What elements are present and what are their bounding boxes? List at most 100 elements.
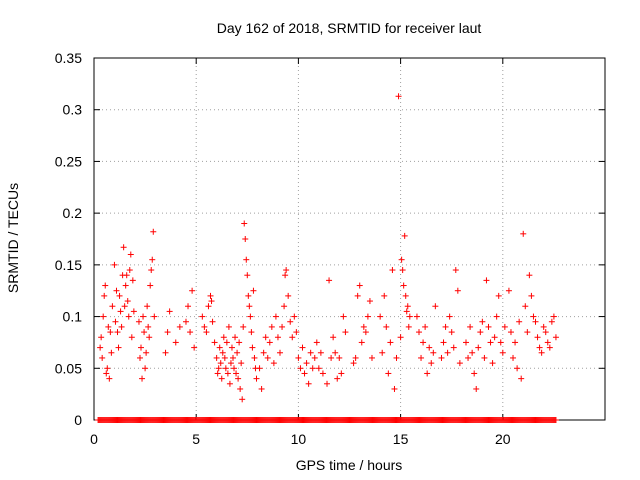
data-point (328, 354, 335, 361)
data-point (279, 323, 286, 330)
data-point (117, 308, 124, 315)
x-axis-label: GPS time / hours (296, 457, 403, 473)
data-point (440, 339, 447, 346)
data-point (507, 329, 514, 336)
grid-layer (94, 58, 605, 420)
data-point (405, 323, 412, 330)
data-point (114, 329, 121, 336)
data-point (381, 292, 388, 299)
data-point (123, 272, 130, 279)
data-point (242, 236, 249, 242)
y-tick-label: 0.15 (55, 257, 82, 273)
data-point (233, 370, 240, 377)
data-point (149, 256, 156, 263)
data-point (364, 313, 371, 320)
data-point (228, 344, 235, 351)
data-point (189, 287, 196, 294)
data-point (214, 370, 221, 377)
data-point (389, 267, 396, 274)
data-point (118, 323, 125, 330)
data-point (246, 303, 253, 310)
data-point (438, 354, 445, 361)
x-tick-label: 5 (192, 431, 200, 447)
data-point (125, 313, 132, 320)
data-point (530, 313, 537, 320)
data-point (315, 365, 322, 372)
data-point (454, 287, 461, 294)
data-point (544, 339, 551, 346)
x-tick-label: 15 (393, 431, 409, 447)
data-point (209, 318, 216, 325)
data-point (512, 339, 519, 346)
data-point (111, 261, 118, 268)
data-point (360, 323, 367, 330)
data-point (98, 334, 105, 341)
data-point (99, 354, 106, 361)
data-point (424, 370, 431, 377)
data-point (326, 277, 333, 284)
data-point (350, 360, 357, 367)
data-point (250, 287, 257, 294)
data-point (338, 370, 345, 377)
data-point (404, 303, 411, 310)
data-point (401, 232, 408, 239)
data-point (362, 329, 369, 336)
data-point (536, 344, 543, 351)
data-point (406, 313, 413, 320)
data-point (116, 292, 123, 299)
data-point (301, 370, 308, 377)
data-point (444, 349, 451, 356)
data-point (332, 349, 339, 356)
y-tick-label: 0.05 (55, 360, 82, 376)
data-point (234, 349, 241, 356)
data-point (249, 344, 256, 351)
data-point (379, 349, 386, 356)
y-tick-label: 0.35 (55, 50, 82, 66)
data-point (237, 385, 244, 392)
data-point (270, 360, 277, 367)
data-point (191, 344, 198, 351)
data-point (236, 339, 243, 346)
data-point (291, 313, 298, 320)
data-point (481, 354, 488, 361)
data-point (403, 308, 410, 315)
y-tick-label: 0.25 (55, 153, 82, 169)
data-point (121, 303, 128, 310)
x-tick-label: 0 (90, 431, 98, 447)
data-point (256, 365, 263, 372)
data-point (105, 323, 112, 330)
data-point (385, 370, 392, 377)
data-point (432, 303, 439, 310)
data-point (112, 318, 119, 325)
data-point (227, 360, 234, 367)
data-point (220, 334, 227, 341)
data-point (428, 360, 435, 367)
data-point (317, 349, 324, 356)
data-point (176, 323, 183, 330)
data-point (309, 365, 316, 372)
data-point (113, 287, 120, 294)
data-point (514, 365, 521, 372)
data-point (393, 354, 400, 361)
data-point (518, 375, 525, 382)
data-point (400, 282, 407, 289)
y-tick-label: 0 (74, 412, 82, 428)
data-point (268, 323, 275, 330)
data-point (479, 318, 486, 325)
data-point (324, 380, 331, 387)
data-point (150, 228, 157, 235)
data-point (164, 329, 171, 336)
data-point (245, 292, 252, 299)
data-point (516, 318, 523, 325)
data-point (103, 370, 110, 377)
data-point (430, 349, 437, 356)
data-point (127, 251, 134, 258)
data-point (266, 339, 273, 346)
chart-title: Day 162 of 2018, SRMTID for receiver lau… (217, 20, 482, 36)
points-layer (95, 93, 559, 423)
data-point (215, 365, 222, 372)
data-point (505, 287, 512, 294)
data-point (136, 354, 143, 361)
data-point (293, 329, 300, 336)
data-point (126, 267, 133, 274)
